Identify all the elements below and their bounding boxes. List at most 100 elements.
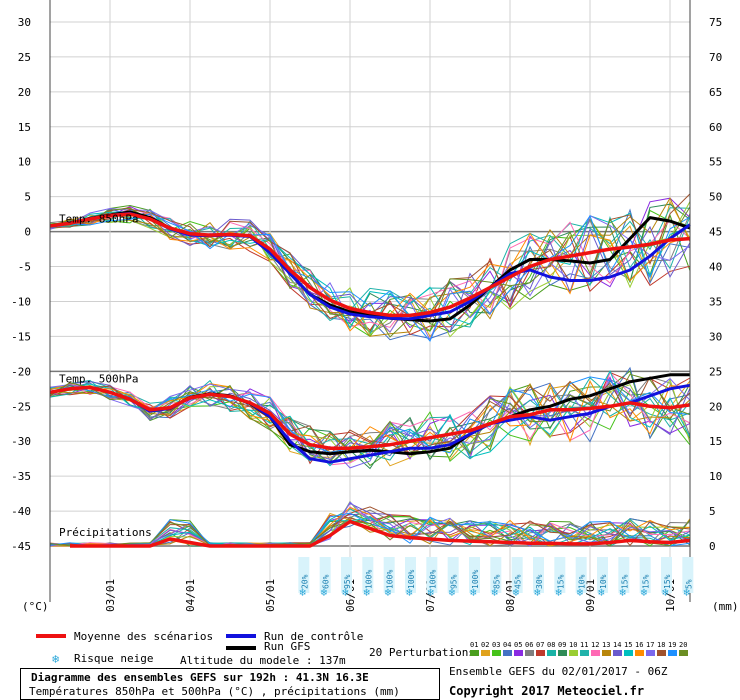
snowflake-icon: ❄ [321,586,328,599]
snowflake-icon: ❄ [534,586,541,599]
legend-label-control: Run de contrôle [264,630,363,643]
right-tick-label: 65 [709,86,722,99]
snow-risk-percent: 60% [322,574,331,589]
left-tick-label: -30 [11,435,31,448]
member-swatch [646,650,655,656]
member-number: 10 [569,641,577,649]
perturbation-line [49,380,691,453]
member-swatch [492,650,501,656]
snow-risk-bar [511,557,523,593]
member-swatch [580,650,589,656]
legend-snowflake-icon: ❄ [52,652,59,666]
snowflake-icon: ❄ [299,586,306,599]
left-tick-label: -35 [11,470,31,483]
snow-risk-bar [554,557,566,593]
perturbation-line [49,501,691,547]
left-tick-label: -5 [18,261,31,274]
member-number: 11 [580,641,588,649]
snow-risk-percent: 100% [428,570,437,589]
member-number: 06 [525,641,533,649]
perturbation-line [49,376,691,454]
member-number: 08 [547,641,555,649]
snow-risk-bar [597,557,608,593]
snow-risk-percent: 45% [514,574,523,589]
snow-risk-percent: 95% [450,574,459,589]
right-tick-label: 15 [709,435,722,448]
member-number: 19 [668,641,676,649]
left-tick-label: 10 [18,156,31,169]
snow-risk-bar [362,557,374,593]
right-tick-label: 45 [709,226,722,239]
member-swatch [470,650,479,656]
perturbation-lines [49,193,691,547]
member-number: 18 [657,641,665,649]
member-swatch [547,650,556,656]
snowflake-icon: ❄ [683,586,690,599]
snowflake-icon: ❄ [470,586,477,599]
copyright: Copyright 2017 Meteociel.fr [449,684,645,698]
member-swatch [569,650,578,656]
member-number: 02 [481,641,489,649]
snow-risk-bar [575,557,587,593]
perturbation-line [49,204,691,333]
perturbation-line [49,211,691,329]
left-tick-label: 15 [18,121,31,134]
left-tick-label: 0 [24,226,31,239]
legend-label-snow: Risque neige [74,652,153,665]
perturbation-line [49,206,691,338]
perturbation-line [49,197,691,337]
snow-risk-percent: 10% [599,574,608,589]
right-tick-label: 25 [709,365,722,378]
member-swatch [635,650,644,656]
snow-risk-percent: 15% [642,574,651,589]
member-number: 16 [635,641,643,649]
x-tick-label: 09/01 [584,579,597,612]
snow-risk-percent: 100% [386,570,395,589]
right-tick-label: 40 [709,261,722,274]
snowflake-icon: ❄ [662,586,669,599]
x-tick-label: 04/01 [184,579,197,612]
right-tick-label: 0 [709,540,716,553]
right-tick-label: 30 [709,330,722,343]
member-number: 09 [558,641,566,649]
left-tick-label: 20 [18,86,31,99]
snow-risk-bar [298,557,310,593]
snow-risk-bar [469,557,480,593]
member-number: 14 [613,641,621,649]
snow-risk-percent: 15% [556,574,565,589]
member-number: 03 [492,641,500,649]
legend-label-perturbations: 20 Perturbations [369,646,475,659]
right-axis-unit: (mm) [712,600,739,613]
snow-risk-bar [405,557,416,593]
snow-risk-bar [490,557,502,593]
left-tick-label: -15 [11,330,31,343]
x-tick-label: 03/01 [104,579,117,612]
snow-risk-percent: 85% [492,574,501,589]
right-tick-label: 35 [709,295,722,308]
snowflake-icon: ❄ [406,586,413,599]
snowflake-icon: ❄ [513,586,520,599]
label-layer: Temp. 850hPa Temp. 500hPa Précipitations 20… [59,213,694,599]
member-swatch [558,650,567,656]
snowflake-icon: ❄ [641,586,648,599]
member-swatch [668,650,677,656]
snow-risk-percent: 95% [343,574,352,589]
left-tick-label: -40 [11,505,31,518]
snowflake-icon: ❄ [427,586,434,599]
snow-risk-bar [426,557,438,593]
member-swatch [679,650,688,656]
perturbation-line [49,213,691,342]
member-number: 12 [591,641,599,649]
snowflake-icon: ❄ [342,586,349,599]
member-swatch [503,650,512,656]
series-line-500hPa-moyenne-des-sc-narios [49,385,691,450]
panel-label: Temp. 500hPa [59,372,138,385]
member-swatch [514,650,523,656]
snowflake-icon: ❄ [555,586,562,599]
perturbation-line [49,207,691,341]
snow-risk-bar [341,557,352,593]
chart-subtitle: Températures 850hPa et 500hPa (°C) , pré… [29,685,400,698]
snow-risk-bar [533,557,544,593]
member-swatch [525,650,534,656]
